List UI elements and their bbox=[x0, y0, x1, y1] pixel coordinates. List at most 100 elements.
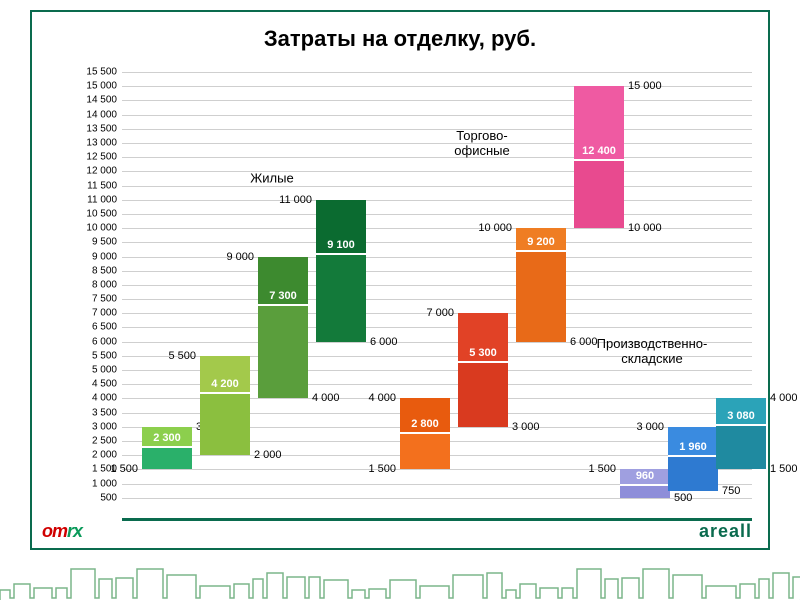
y-tick-label: 2 500 bbox=[62, 436, 117, 447]
bar-mid-label: 12 400 bbox=[574, 144, 624, 158]
y-tick-label: 11 000 bbox=[62, 194, 117, 205]
chart-title: Затраты на отделку, руб. bbox=[32, 26, 768, 52]
gridline bbox=[122, 242, 752, 243]
y-tick-label: 2 000 bbox=[62, 450, 117, 461]
range-bar bbox=[258, 257, 308, 399]
gridline bbox=[122, 200, 752, 201]
gridline bbox=[122, 214, 752, 215]
bar-mid-line bbox=[458, 361, 508, 363]
gridline bbox=[122, 100, 752, 101]
chart-plot-area: 5001 0001 5002 0002 5003 0003 5004 0004 … bbox=[122, 72, 762, 512]
logo-right: areall bbox=[699, 521, 752, 542]
group-label: Жилые bbox=[250, 170, 293, 185]
bar-mid-line bbox=[142, 446, 192, 448]
y-tick-label: 3 000 bbox=[62, 421, 117, 432]
gridline bbox=[122, 115, 752, 116]
bar-end-label: 5 500 bbox=[168, 350, 196, 362]
bar-mid-line bbox=[716, 424, 766, 426]
bar-mid-label: 4 200 bbox=[200, 377, 250, 391]
y-tick-label: 7 500 bbox=[62, 294, 117, 305]
y-tick-label: 12 000 bbox=[62, 166, 117, 177]
gridline bbox=[122, 157, 752, 158]
y-tick-label: 9 500 bbox=[62, 237, 117, 248]
logo-left-part1: om bbox=[42, 521, 67, 541]
gridline bbox=[122, 186, 752, 187]
bar-mid-label: 3 080 bbox=[716, 409, 766, 423]
y-tick-label: 13 000 bbox=[62, 137, 117, 148]
bar-end-label: 15 000 bbox=[628, 80, 662, 92]
bar-mid-line bbox=[620, 484, 670, 486]
bar-end-label: 7 000 bbox=[426, 307, 454, 319]
range-bar bbox=[400, 398, 450, 469]
chart-frame: Затраты на отделку, руб. 500 1 000 1 500 2 … bbox=[30, 10, 770, 550]
bar-end-label: 10 000 bbox=[628, 222, 662, 234]
bar-end-label: 9 000 bbox=[226, 251, 254, 263]
bar-mid-line bbox=[200, 392, 250, 394]
gridline bbox=[122, 171, 752, 172]
y-tick-label: 6 500 bbox=[62, 322, 117, 333]
range-bar bbox=[668, 427, 718, 491]
bar-end-label: 1 500 bbox=[110, 463, 138, 475]
gridline bbox=[122, 327, 752, 328]
bar-mid-label: 7 300 bbox=[258, 289, 308, 303]
gridline bbox=[122, 498, 752, 499]
x-axis-baseline bbox=[122, 518, 752, 521]
y-tick-label: 5 000 bbox=[62, 365, 117, 376]
bar-end-label: 1 500 bbox=[368, 463, 396, 475]
bar-mid-line bbox=[516, 250, 566, 252]
bar-mid-line bbox=[668, 455, 718, 457]
bar-end-label: 750 bbox=[722, 485, 740, 497]
logo-left-part2: rx bbox=[67, 521, 82, 541]
gridline bbox=[122, 129, 752, 130]
bar-mid-label: 9 200 bbox=[516, 235, 566, 249]
gridline bbox=[122, 299, 752, 300]
gridline bbox=[122, 285, 752, 286]
y-tick-label: 10 500 bbox=[62, 208, 117, 219]
bar-end-label: 4 000 bbox=[368, 392, 396, 404]
y-tick-label: 5 500 bbox=[62, 350, 117, 361]
bar-end-label: 6 000 bbox=[370, 336, 398, 348]
y-tick-label: 10 000 bbox=[62, 223, 117, 234]
logo-left: omrx bbox=[42, 521, 82, 542]
bar-end-label: 3 000 bbox=[512, 421, 540, 433]
y-tick-label: 1 000 bbox=[62, 478, 117, 489]
range-bar bbox=[200, 356, 250, 455]
y-tick-label: 6 000 bbox=[62, 336, 117, 347]
y-tick-label: 8 000 bbox=[62, 279, 117, 290]
y-tick-label: 11 500 bbox=[62, 180, 117, 191]
bar-mid-line bbox=[400, 432, 450, 434]
gridline bbox=[122, 271, 752, 272]
y-tick-label: 9 000 bbox=[62, 251, 117, 262]
bar-mid-label: 2 800 bbox=[400, 417, 450, 431]
bar-mid-label: 2 300 bbox=[142, 431, 192, 445]
bar-mid-label: 9 100 bbox=[316, 238, 366, 252]
y-tick-label: 14 000 bbox=[62, 109, 117, 120]
bar-end-label: 4 000 bbox=[770, 392, 798, 404]
y-tick-label: 4 500 bbox=[62, 379, 117, 390]
gridline bbox=[122, 143, 752, 144]
bar-end-label: 1 500 bbox=[588, 463, 616, 475]
bar-end-label: 3 000 bbox=[636, 421, 664, 433]
y-tick-label: 12 500 bbox=[62, 152, 117, 163]
group-label: Торгово-офисные bbox=[454, 128, 509, 158]
bar-mid-label: 960 bbox=[620, 469, 670, 483]
range-bar bbox=[316, 200, 366, 342]
gridline bbox=[122, 257, 752, 258]
bar-mid-line bbox=[258, 304, 308, 306]
bar-mid-line bbox=[574, 159, 624, 161]
y-tick-label: 15 500 bbox=[62, 67, 117, 78]
bar-mid-label: 1 960 bbox=[668, 440, 718, 454]
y-tick-label: 1 500 bbox=[62, 464, 117, 475]
bar-end-label: 4 000 bbox=[312, 392, 340, 404]
bar-mid-label: 5 300 bbox=[458, 346, 508, 360]
city-silhouette bbox=[0, 560, 800, 600]
bar-end-label: 500 bbox=[674, 492, 692, 504]
bar-end-label: 10 000 bbox=[478, 222, 512, 234]
range-bar bbox=[458, 313, 508, 427]
y-tick-label: 500 bbox=[62, 492, 117, 503]
y-tick-label: 15 000 bbox=[62, 81, 117, 92]
bar-end-label: 11 000 bbox=[279, 194, 312, 206]
y-tick-label: 8 500 bbox=[62, 265, 117, 276]
bar-end-label: 1 500 bbox=[770, 463, 798, 475]
y-tick-label: 4 000 bbox=[62, 393, 117, 404]
